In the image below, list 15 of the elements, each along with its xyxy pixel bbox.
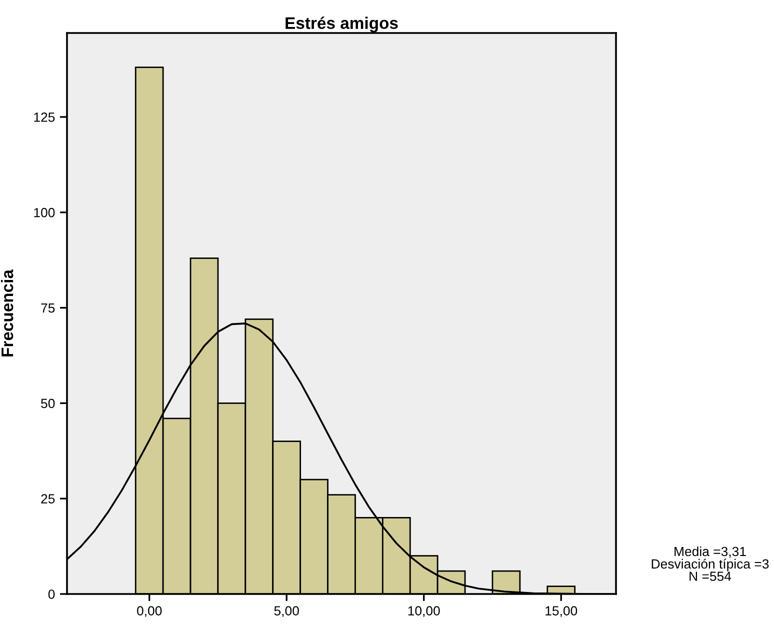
y-tick-label: 25 [41, 494, 55, 504]
y-tick-label: 100 [34, 208, 55, 218]
y-tick-label: 125 [34, 112, 55, 122]
y-axis-title: Frecuencia [0, 269, 14, 356]
x-tick-label: 0,00 [137, 606, 162, 618]
chart-title: Estrés amigos [286, 16, 398, 32]
text: N =554 [690, 572, 732, 581]
x-tick-label: 10,00 [408, 606, 440, 618]
x-tick-label: 15,00 [546, 606, 578, 618]
y-tick-label: 75 [41, 303, 55, 313]
y-tick-label: 0 [48, 590, 55, 599]
x-tick-label: 5,00 [274, 606, 299, 618]
text: Media =3,31 [674, 546, 746, 558]
y-tick-label: 50 [41, 398, 55, 408]
text: Desviación típica =3 [652, 558, 769, 572]
